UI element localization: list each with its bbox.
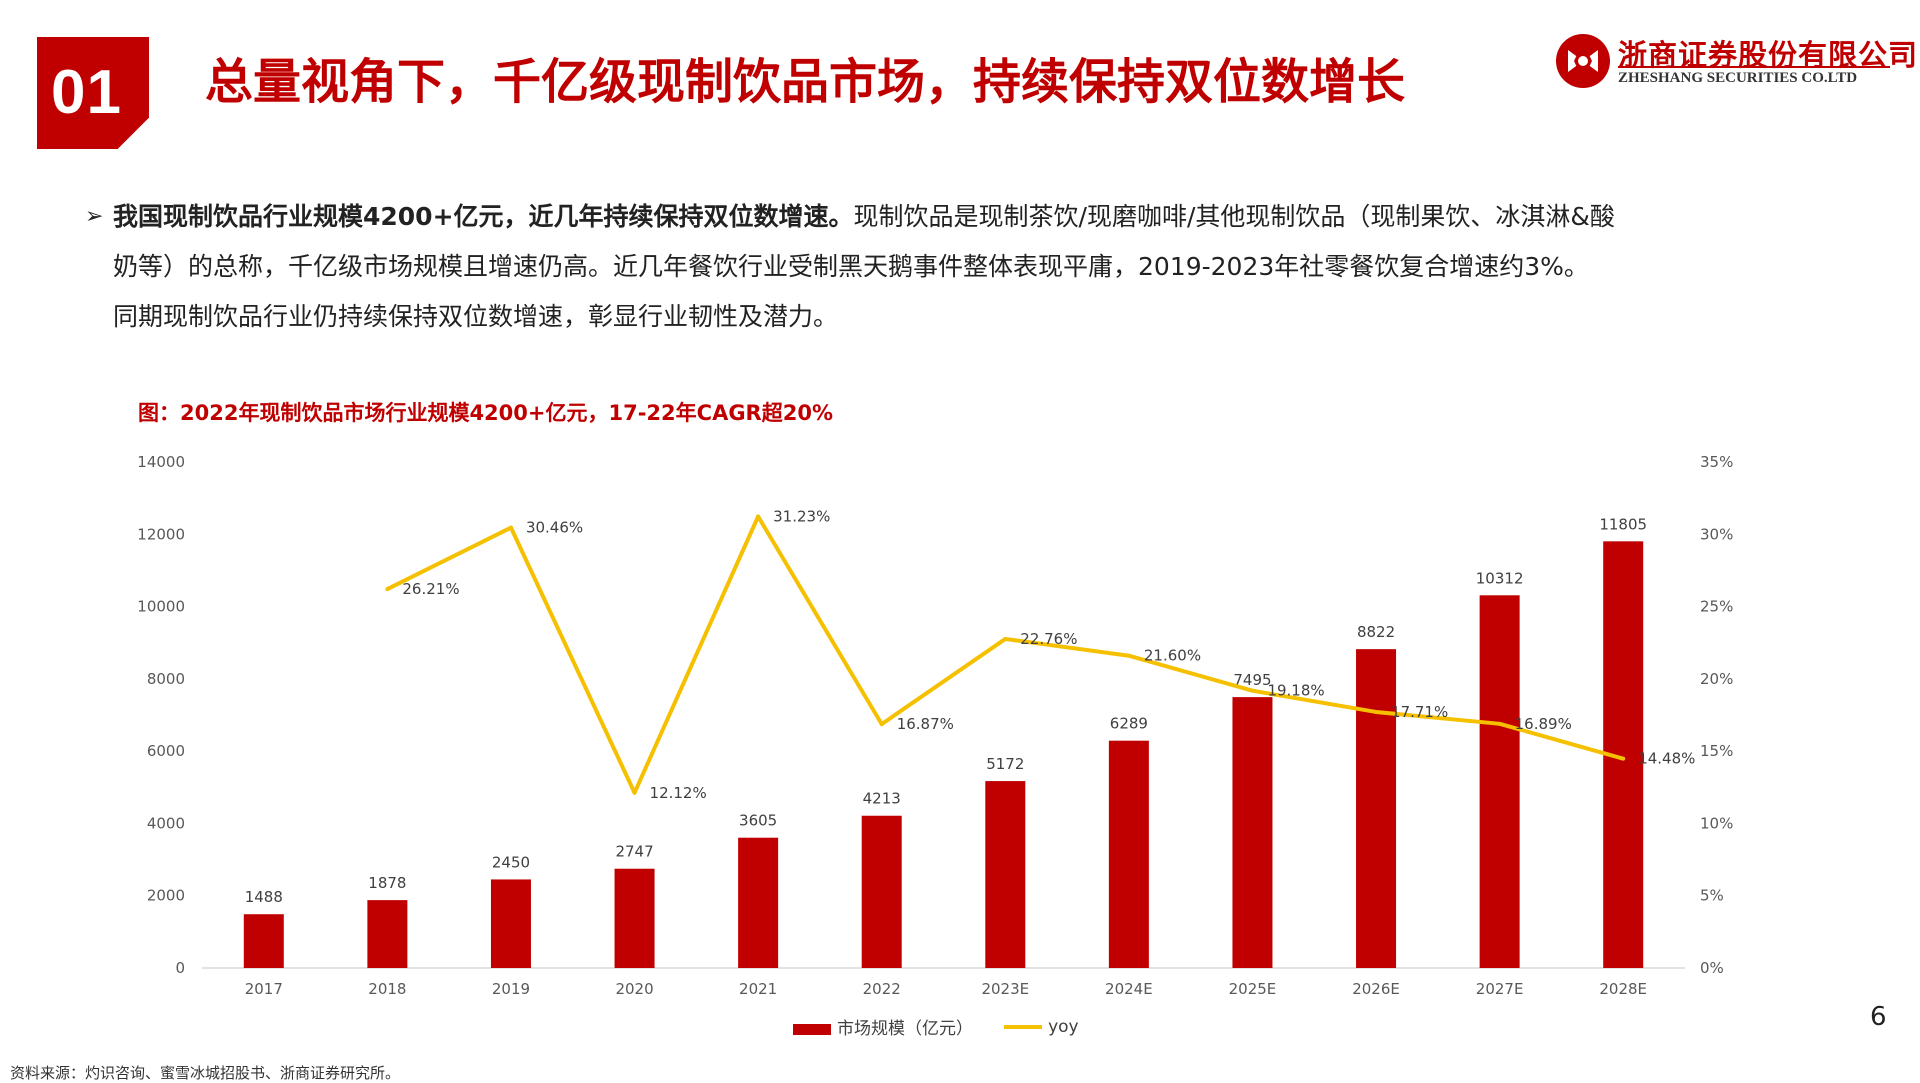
x-tick-label: 2026E bbox=[1352, 980, 1400, 998]
bar-market-size bbox=[1356, 649, 1397, 968]
y-right-tick-label: 5% bbox=[1700, 887, 1724, 905]
y-right-tick-label: 20% bbox=[1700, 670, 1733, 688]
legend-item-yoy: yoy bbox=[1004, 1017, 1079, 1037]
bar-data-label: 4213 bbox=[863, 790, 901, 808]
yoy-point bbox=[1250, 688, 1255, 693]
section-number: 01 bbox=[51, 58, 122, 127]
yoy-point bbox=[756, 514, 761, 519]
yoy-point bbox=[508, 525, 513, 530]
y-right-tick-label: 10% bbox=[1700, 814, 1733, 832]
legend-swatch-line bbox=[1004, 1024, 1043, 1029]
y-left-tick-label: 2000 bbox=[147, 887, 185, 905]
bar-market-size bbox=[367, 900, 408, 968]
x-tick-label: 2017 bbox=[245, 980, 283, 998]
bar-data-label: 3605 bbox=[739, 812, 777, 830]
summary-line-2: 奶等）的总称，千亿级市场规模且增速仍高。近几年餐饮行业受制黑天鹅事件整体表现平庸… bbox=[113, 252, 1589, 281]
yoy-data-label: 12.12% bbox=[650, 784, 707, 802]
summary-line-1: 现制饮品是现制茶饮/现磨咖啡/其他现制饮品（现制果饮、冰淇淋&酸 bbox=[853, 202, 1615, 231]
chart-title: 图：2022年现制饮品市场行业规模4200+亿元，17-22年CAGR超20% bbox=[138, 401, 833, 425]
y-left-tick-label: 0 bbox=[175, 959, 185, 977]
summary-lead: 我国现制饮品行业规模4200+亿元，近几年持续保持双位数增速。 bbox=[113, 202, 854, 231]
x-tick-label: 2019 bbox=[492, 980, 530, 998]
bar-data-label: 6289 bbox=[1110, 715, 1148, 733]
yoy-point bbox=[1621, 756, 1626, 761]
source-note: 资料来源：灼识咨询、蜜雪冰城招股书、浙商证券研究所。 bbox=[10, 1064, 401, 1082]
yoy-point bbox=[1497, 721, 1502, 726]
bar-market-size bbox=[614, 868, 655, 968]
yoy-point bbox=[879, 722, 884, 727]
yoy-point bbox=[1126, 653, 1131, 658]
page-number: 6 bbox=[1870, 1002, 1887, 1032]
yoy-data-label: 26.21% bbox=[402, 580, 459, 598]
company-logo: 浙商证券股份有限公司 ZHESHANG SECURITIES CO.LTD bbox=[1554, 32, 1917, 92]
yoy-data-label: 17.71% bbox=[1391, 703, 1448, 721]
yoy-data-label: 31.23% bbox=[773, 508, 830, 526]
y-left-tick-label: 10000 bbox=[137, 598, 185, 616]
x-tick-label: 2021 bbox=[739, 980, 777, 998]
x-tick-label: 2020 bbox=[615, 980, 653, 998]
arrow-right-icon: ➢ bbox=[85, 204, 104, 229]
bar-data-label: 2450 bbox=[492, 853, 530, 871]
x-tick-label: 2023E bbox=[981, 980, 1029, 998]
bar-market-size bbox=[861, 815, 902, 968]
y-right-tick-label: 30% bbox=[1700, 525, 1733, 543]
legend-label-market-size: 市场规模（亿元） bbox=[837, 1019, 973, 1039]
yoy-point bbox=[1003, 636, 1008, 641]
bar-data-label: 1878 bbox=[368, 874, 406, 892]
y-right-tick-label: 25% bbox=[1700, 598, 1733, 616]
bar-market-size bbox=[1108, 740, 1149, 968]
x-tick-label: 2022 bbox=[863, 980, 901, 998]
bar-data-label: 11805 bbox=[1599, 515, 1647, 533]
legend-label-yoy: yoy bbox=[1048, 1016, 1079, 1037]
x-tick-label: 2028E bbox=[1599, 980, 1647, 998]
x-tick-label: 2024E bbox=[1105, 980, 1153, 998]
summary-paragraph: ➢ 我国现制饮品行业规模4200+亿元，近几年持续保持双位数增速。现制饮品是现制… bbox=[85, 192, 1785, 342]
yoy-data-label: 16.89% bbox=[1515, 715, 1572, 733]
summary-line-3: 同期现制饮品行业仍持续保持双位数增速，彰显行业韧性及潜力。 bbox=[113, 302, 839, 331]
zheshang-logo-icon bbox=[1556, 34, 1610, 88]
y-left-tick-label: 6000 bbox=[147, 742, 185, 760]
legend-item-market-size: 市场规模（亿元） bbox=[793, 1014, 973, 1039]
bar-data-label: 1488 bbox=[245, 888, 283, 906]
y-right-tick-label: 0% bbox=[1700, 959, 1724, 977]
x-tick-label: 2018 bbox=[368, 980, 406, 998]
yoy-point bbox=[385, 587, 390, 592]
section-number-badge: 01 bbox=[37, 37, 149, 149]
y-right-tick-label: 15% bbox=[1700, 742, 1733, 760]
bar-market-size bbox=[1479, 595, 1520, 968]
company-name-en: ZHESHANG SECURITIES CO.LTD bbox=[1618, 70, 1858, 86]
y-left-tick-label: 8000 bbox=[147, 670, 185, 688]
bar-data-label: 10312 bbox=[1476, 569, 1524, 587]
bar-market-size bbox=[738, 837, 779, 968]
bar-data-label: 5172 bbox=[986, 755, 1024, 773]
x-tick-label: 2027E bbox=[1476, 980, 1524, 998]
bar-data-label: 2747 bbox=[615, 843, 653, 861]
bar-market-size bbox=[490, 879, 531, 968]
bar-market-size bbox=[243, 914, 284, 968]
legend-swatch-bar bbox=[793, 1023, 831, 1035]
y-left-tick-label: 12000 bbox=[137, 525, 185, 543]
logo-divider bbox=[1618, 66, 1890, 68]
bar-data-label: 8822 bbox=[1357, 623, 1395, 641]
x-tick-label: 2025E bbox=[1229, 980, 1277, 998]
yoy-data-label: 30.46% bbox=[526, 519, 583, 537]
bar-market-size bbox=[1232, 697, 1273, 968]
yoy-line bbox=[386, 514, 1624, 795]
slide-title: 总量视角下，千亿级现制饮品市场，持续保持双位数增长 bbox=[205, 54, 1406, 110]
yoy-point bbox=[632, 790, 637, 795]
yoy-data-label: 16.87% bbox=[897, 715, 954, 733]
y-left-tick-label: 14000 bbox=[137, 453, 185, 471]
yoy-data-label: 19.18% bbox=[1267, 682, 1324, 700]
yoy-data-label: 21.60% bbox=[1144, 647, 1201, 665]
yoy-point bbox=[1374, 709, 1379, 714]
y-right-tick-label: 35% bbox=[1700, 453, 1733, 471]
yoy-data-label: 14.48% bbox=[1638, 750, 1695, 768]
y-left-tick-label: 4000 bbox=[147, 814, 185, 832]
bar-data-label: 7495 bbox=[1233, 671, 1271, 689]
yoy-data-label: 22.76% bbox=[1020, 630, 1077, 648]
bar-market-size bbox=[985, 781, 1026, 968]
chart-legend: 市场规模（亿元） yoy bbox=[793, 1014, 1105, 1039]
